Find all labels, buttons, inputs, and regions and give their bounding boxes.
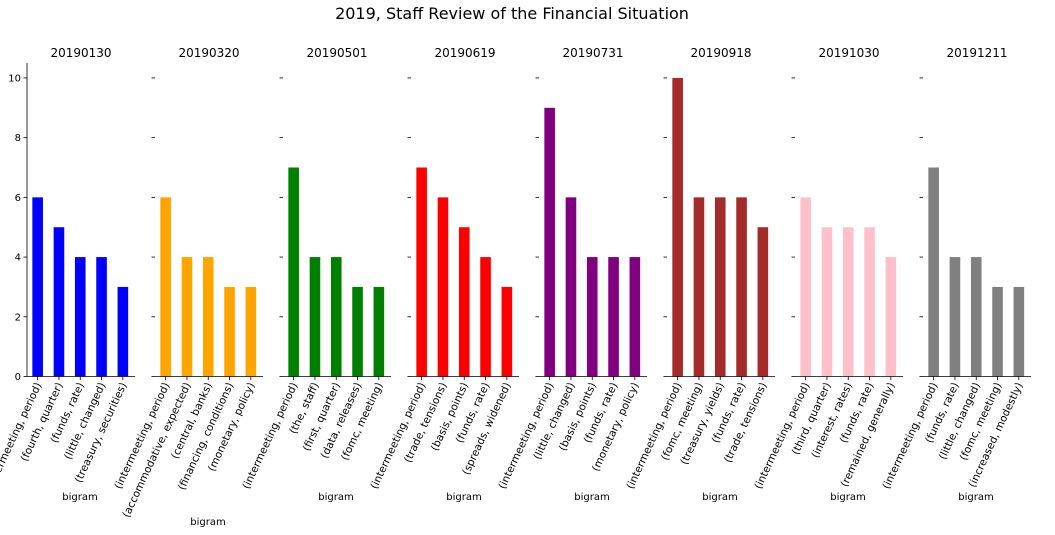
bar [501,286,513,377]
bar [224,286,235,377]
bar [608,257,619,377]
bar [885,257,897,377]
bar [842,227,854,377]
x-axis-label: bigram [574,492,609,503]
bar [202,257,214,377]
x-axis-label: bigram [702,492,737,503]
bar [864,227,875,377]
x-axis-label: bigram [958,492,993,503]
y-tick-label: 8 [15,133,21,144]
bar [970,257,982,377]
bar [949,257,961,377]
bar [309,257,321,377]
bar [736,197,747,377]
subplot-20190731: 20190731(intermeeting, period)(little, c… [496,46,647,503]
subplot-title: 20190320 [178,46,239,60]
y-tick-label: 4 [15,253,21,264]
x-axis-label: bigram [62,492,97,503]
bar [1013,286,1025,377]
x-axis-label: bigram [190,517,225,528]
subplot-title: 20190130 [50,46,111,60]
subplot-20191211: 20191211(intermeeting, period)(funds, ra… [880,46,1031,503]
bar [352,286,363,377]
bar [181,257,193,377]
bar [800,197,811,377]
bar [586,257,598,377]
bar [373,286,385,377]
x-axis-label: bigram [318,492,353,503]
subplot-20190320: 20190320(intermeeting, period)(accommoda… [112,46,263,528]
bar [821,227,833,377]
subplot-20190918: 20190918(intermeeting, period)(fomc, mee… [624,46,775,503]
bar [629,257,641,377]
subplot-20191030: 20191030(intermeeting, period)(third, qu… [752,46,903,503]
subplot-title: 20191030 [818,46,879,60]
bar [672,77,683,377]
bar [330,257,342,377]
subplot-title: 20191211 [946,46,1007,60]
bar [544,107,555,377]
subplot-20190619: 20190619(intermeeting, period)(trade, te… [368,46,519,503]
bar [458,227,470,377]
bar [416,167,427,377]
y-tick-label: 2 [15,312,21,323]
y-tick-label: 6 [15,193,21,204]
bar [96,257,107,377]
bar [117,286,129,377]
bar [565,197,577,377]
subplot-title: 20190731 [562,46,623,60]
bar [245,286,257,377]
bar [53,227,65,377]
subplot-title: 20190501 [306,46,367,60]
bar [32,197,43,377]
bar [693,197,705,377]
subplot-title: 20190619 [434,46,495,60]
bar [928,167,939,377]
subplot-title: 20190918 [690,46,751,60]
bar [757,227,769,377]
subplot-20190501: 20190501(intermeeting, period)(the, staf… [240,46,391,503]
x-axis-label: bigram [830,492,865,503]
bar [992,286,1003,377]
bar [480,257,491,377]
y-tick-label: 0 [15,372,21,383]
x-axis-label: bigram [446,492,481,503]
bar [437,197,449,377]
bar [288,167,299,377]
figure-title: 2019, Staff Review of the Financial Situ… [335,4,689,23]
bar [74,257,86,377]
bar [714,197,726,377]
bar [160,197,171,377]
y-tick-label: 10 [8,73,21,84]
